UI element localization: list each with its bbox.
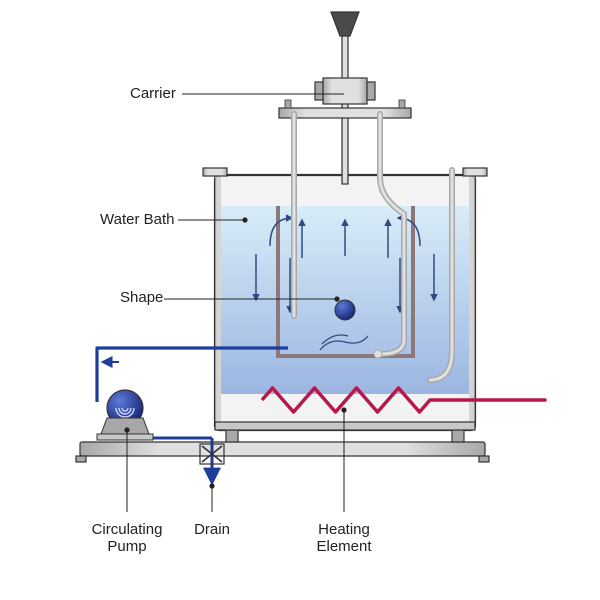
label-carrier: Carrier <box>130 85 176 102</box>
label-waterbath: Water Bath <box>100 211 174 228</box>
platform <box>80 442 485 456</box>
water-bath-diagram: Carrier Water Bath Shape CirculatingPump Dra… <box>0 0 600 600</box>
label-heater: HeatingElement <box>316 521 372 555</box>
carrier-plate <box>279 108 411 118</box>
carrier-funnel <box>331 12 359 36</box>
carrier-clamp <box>323 78 367 104</box>
label-shape: Shape <box>120 289 163 306</box>
label-drain: Drain <box>194 521 230 538</box>
label-pump: CirculatingPump <box>92 521 163 555</box>
shape-ball <box>335 300 355 320</box>
